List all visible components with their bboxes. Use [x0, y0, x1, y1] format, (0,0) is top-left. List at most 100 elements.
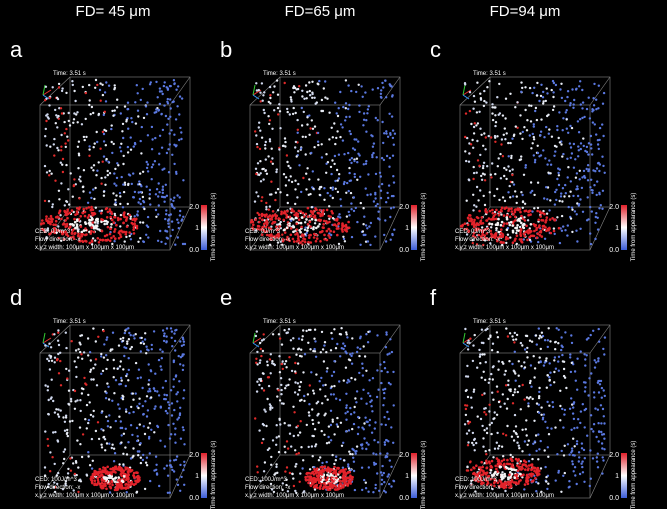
- particle: [183, 443, 185, 445]
- particle: [383, 472, 385, 474]
- particle: [57, 413, 59, 415]
- particle: [64, 132, 66, 134]
- particle: [48, 399, 50, 401]
- particle: [306, 97, 308, 99]
- particle: [531, 458, 533, 460]
- particle: [571, 209, 573, 211]
- particle: [100, 100, 102, 102]
- particle: [358, 84, 360, 86]
- particle: [537, 152, 539, 154]
- particle: [511, 138, 513, 140]
- particle: [296, 232, 299, 235]
- particle: [100, 177, 102, 179]
- particle: [123, 355, 125, 357]
- particle: [314, 219, 317, 222]
- flow-label: Flow direction: -x: [455, 237, 500, 243]
- particle: [174, 442, 176, 444]
- particle: [297, 150, 299, 152]
- particle: [284, 422, 286, 424]
- particle: [294, 381, 296, 383]
- particle: [381, 483, 383, 485]
- particle: [529, 87, 531, 89]
- particle: [181, 97, 183, 99]
- particle: [576, 358, 578, 360]
- particle: [138, 180, 140, 182]
- particle: [597, 409, 599, 411]
- particle: [527, 469, 530, 472]
- particle: [165, 115, 167, 117]
- particle: [258, 378, 260, 380]
- particle: [76, 207, 79, 210]
- particle: [472, 444, 474, 446]
- particle: [507, 210, 510, 213]
- particle: [476, 172, 478, 174]
- particle: [313, 435, 315, 437]
- particle: [339, 399, 341, 401]
- particle: [307, 482, 310, 485]
- particle: [95, 340, 97, 342]
- particle: [377, 217, 379, 219]
- particle: [131, 434, 133, 436]
- particle: [500, 481, 503, 484]
- particle: [529, 473, 532, 476]
- particle: [544, 361, 546, 363]
- particle: [381, 370, 383, 372]
- particle: [317, 144, 319, 146]
- particle: [555, 189, 557, 191]
- particle: [102, 94, 104, 96]
- particle: [534, 467, 537, 470]
- particle: [85, 207, 88, 210]
- particle: [392, 129, 394, 131]
- particle: [333, 393, 335, 395]
- particle: [103, 223, 106, 226]
- particle: [339, 355, 341, 357]
- particle: [474, 122, 476, 124]
- particle: [550, 164, 552, 166]
- particle: [252, 223, 255, 226]
- particle: [311, 186, 313, 188]
- particle: [491, 349, 493, 351]
- particle: [122, 453, 124, 455]
- particle: [159, 135, 161, 137]
- particle: [528, 440, 530, 442]
- particle: [132, 228, 135, 231]
- particle: [153, 388, 155, 390]
- particle: [298, 164, 300, 166]
- particle: [165, 184, 167, 186]
- particle: [331, 159, 333, 161]
- particle: [367, 491, 369, 493]
- particle: [578, 131, 580, 133]
- particle: [467, 469, 469, 471]
- particle: [604, 172, 606, 174]
- particle: [323, 87, 325, 89]
- particle: [512, 402, 514, 404]
- particle: [339, 136, 341, 138]
- particle: [569, 191, 571, 193]
- particle: [100, 485, 103, 488]
- particle: [542, 91, 544, 93]
- particle: [544, 221, 547, 224]
- particle: [472, 108, 474, 110]
- particle: [122, 340, 124, 342]
- particle: [326, 476, 329, 479]
- particle: [503, 167, 505, 169]
- particle: [359, 176, 361, 178]
- particle: [473, 126, 475, 128]
- particle: [472, 178, 474, 180]
- particle: [584, 457, 586, 459]
- particle: [583, 449, 585, 451]
- particle: [376, 396, 378, 398]
- particle: [84, 139, 86, 141]
- particle: [147, 163, 149, 165]
- particle: [105, 416, 107, 418]
- particle: [131, 183, 133, 185]
- particle: [531, 463, 534, 466]
- particle: [137, 214, 139, 216]
- particle: [488, 378, 490, 380]
- particle: [465, 414, 467, 416]
- particle: [548, 405, 550, 407]
- particle: [523, 174, 525, 176]
- particle: [50, 346, 52, 348]
- particle: [328, 221, 331, 224]
- particle: [498, 360, 500, 362]
